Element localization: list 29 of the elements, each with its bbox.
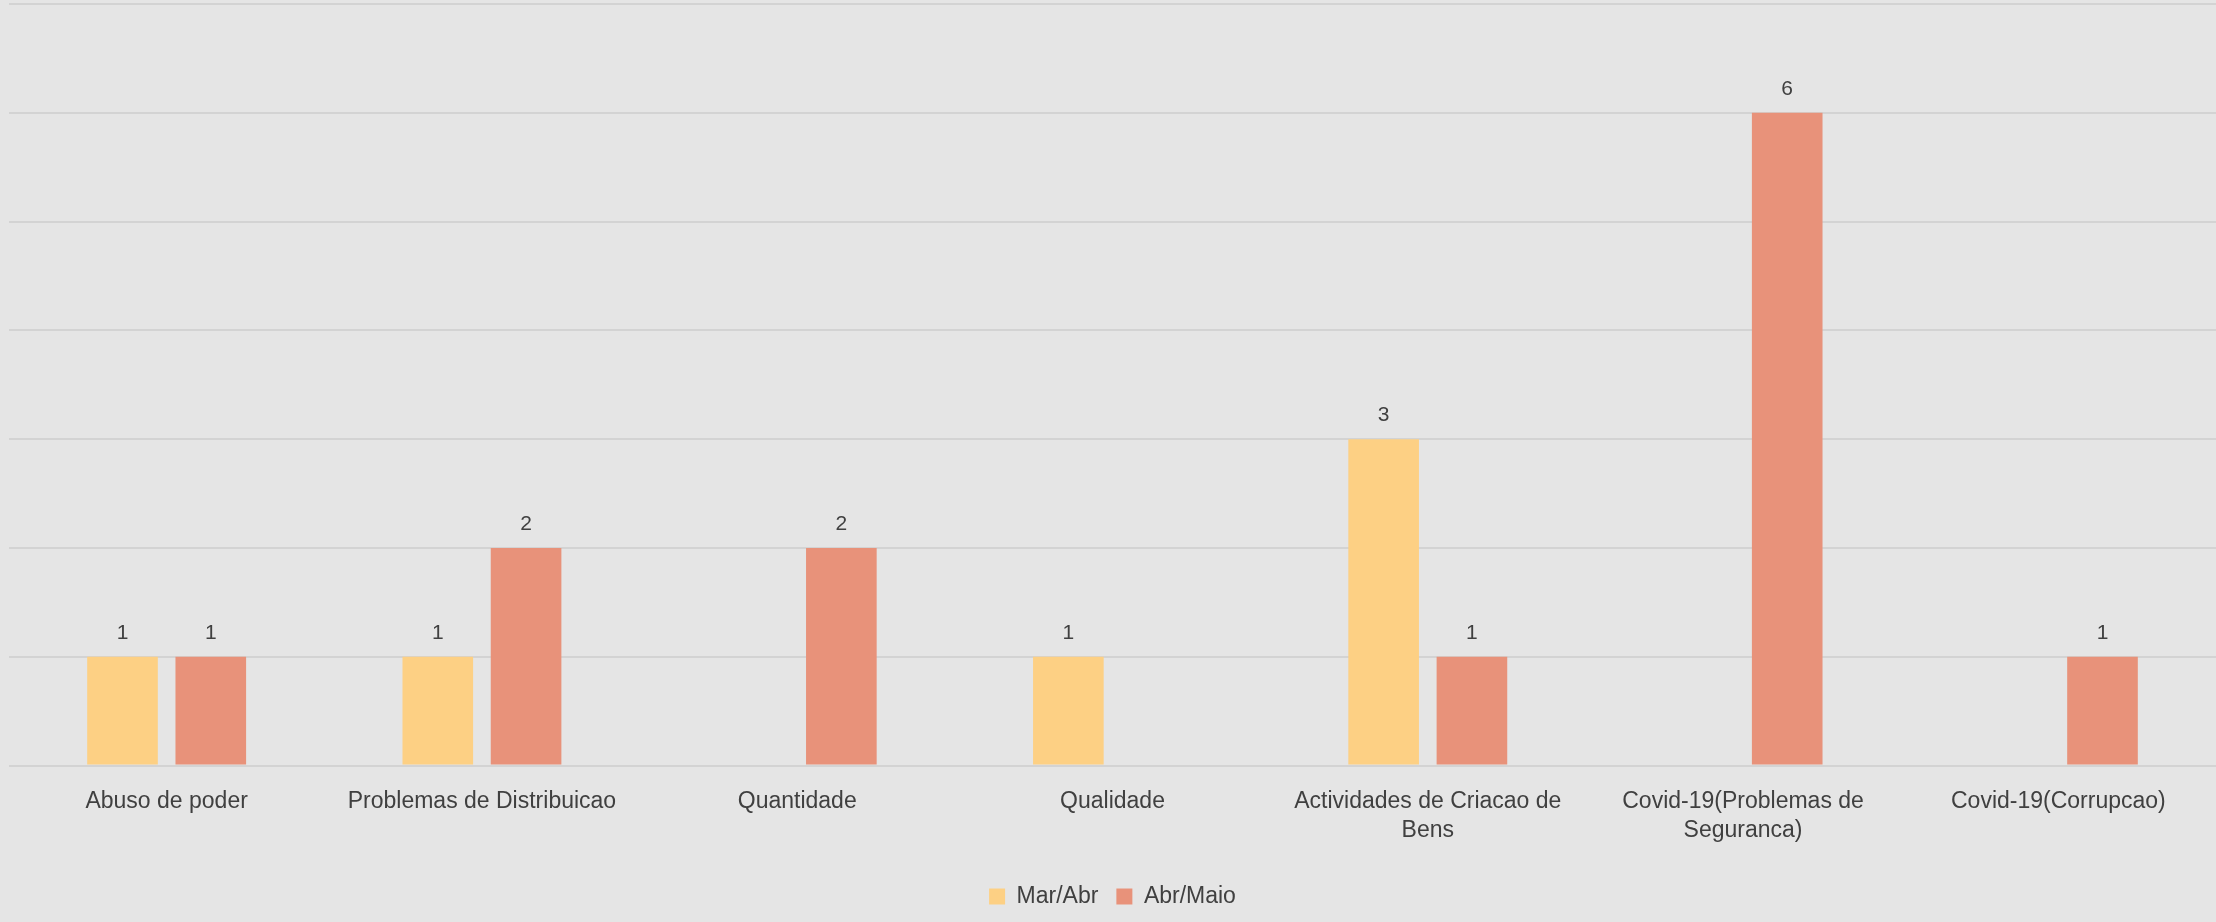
bar	[1751, 112, 1823, 765]
x-tick-label: Actividades de Criacao de Bens	[1294, 787, 1562, 842]
data-label: 1	[431, 620, 444, 644]
legend-label: Mar/Abr	[1016, 881, 1099, 908]
bar	[2067, 656, 2138, 765]
data-label: 1	[204, 620, 217, 644]
bar	[490, 547, 562, 765]
bar	[1436, 656, 1508, 765]
x-tick-label: Abuso de poder	[85, 787, 249, 814]
data-label: 3	[1377, 402, 1390, 426]
legend-label: Abr/Maio	[1143, 881, 1236, 908]
bar	[402, 656, 474, 765]
data-label: 2	[835, 511, 848, 535]
bar	[1348, 439, 1419, 765]
data-label: 1	[1466, 620, 1478, 644]
bar	[87, 656, 158, 765]
data-label: 6	[1781, 76, 1794, 100]
bar	[175, 656, 247, 765]
x-tick-label: Problemas de Distribuicao	[347, 787, 617, 814]
x-tick-label: Covid-19(Problemas de Seguranca)	[1622, 787, 1864, 842]
bar	[1033, 656, 1104, 765]
data-label: 1	[116, 620, 129, 644]
x-tick-label: Quantidade	[737, 787, 857, 814]
x-tick-label: Qualidade	[1060, 787, 1165, 814]
data-label: 1	[1062, 620, 1075, 644]
bar	[806, 547, 877, 765]
data-label: 2	[520, 511, 532, 535]
data-label: 1	[2096, 620, 2109, 644]
x-tick-label: Covid-19(Corrupcao)	[1950, 787, 2166, 814]
